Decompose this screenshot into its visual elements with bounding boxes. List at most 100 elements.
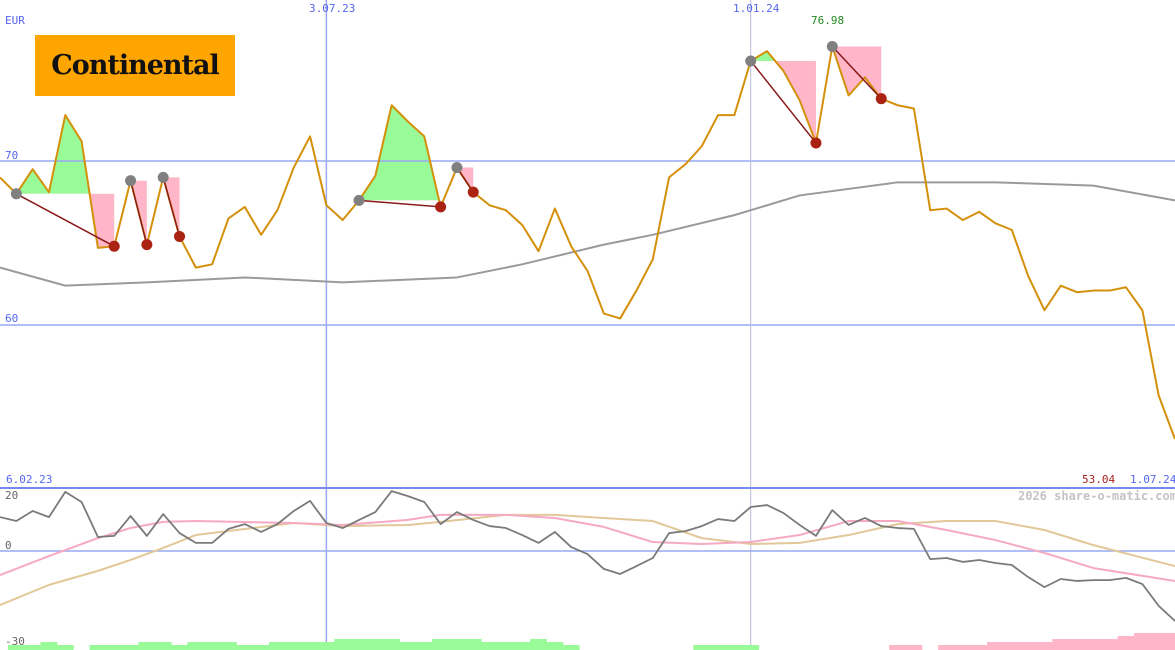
- buy-marker-1: [125, 175, 137, 187]
- moving-average-line: [0, 181, 1175, 287]
- buy-marker-3: [353, 194, 365, 206]
- signal-bar-43: [693, 645, 711, 650]
- logo-text: Continental: [51, 50, 220, 81]
- signal-bar-65: [1052, 639, 1070, 650]
- gain-fill-3: [359, 105, 441, 201]
- trade-line-6: [831, 46, 882, 100]
- signal-bar-61: [987, 642, 1004, 650]
- price-line: [0, 45, 1175, 440]
- buy-marker-2: [157, 171, 169, 183]
- signal-bar-13: [203, 642, 221, 650]
- gain-fill-0: [16, 115, 115, 194]
- sell-marker-5: [810, 137, 822, 149]
- sell-marker-1: [141, 239, 153, 251]
- signal-bar-62: [1003, 642, 1021, 650]
- signal-bar-3: [40, 642, 58, 650]
- signal-bar-17: [269, 642, 286, 650]
- signal-bar-68: [1101, 639, 1119, 650]
- signal-bar-7: [105, 645, 123, 650]
- signal-bar-20: [317, 642, 335, 650]
- signal-bar-58: [938, 645, 955, 650]
- signal-bar-56: [905, 645, 923, 650]
- signal-bar-27: [432, 639, 450, 650]
- trade-line-5: [750, 60, 817, 144]
- sell-marker-6: [875, 93, 887, 105]
- osc-signal-pink-line: [0, 513, 1175, 582]
- signal-bar-35: [562, 645, 580, 650]
- signal-bar-72: [1166, 633, 1175, 650]
- trade-markers: [10, 41, 887, 252]
- signal-bar-33: [530, 639, 547, 650]
- signal-bar-34: [546, 642, 564, 650]
- signal-bar-69: [1117, 636, 1135, 650]
- signal-bar-46: [742, 645, 760, 650]
- signal-bar-4: [56, 645, 74, 650]
- signal-bar-67: [1084, 639, 1102, 650]
- signal-bar-24: [383, 639, 401, 650]
- ytick-70: 70: [5, 149, 19, 162]
- signal-bar-71: [1150, 633, 1168, 650]
- signal-bars: [7, 633, 1175, 650]
- loss-fill-0: [89, 193, 115, 248]
- trade-line-0: [15, 193, 115, 247]
- signal-bar-63: [1019, 642, 1037, 650]
- high-price-label: 76.98: [811, 14, 845, 27]
- osc-ytick-0: 0: [5, 539, 12, 552]
- signal-bar-23: [366, 639, 384, 650]
- signal-bar-64: [1036, 642, 1053, 650]
- signal-bar-66: [1068, 639, 1086, 650]
- ytick-60: 60: [5, 312, 19, 325]
- start-date-label: 6.02.23: [6, 473, 53, 486]
- sell-marker-2: [174, 230, 186, 242]
- signal-bar-44: [709, 645, 727, 650]
- signal-bar-2: [24, 645, 42, 650]
- signal-bar-8: [122, 645, 139, 650]
- trade-line-1: [129, 180, 148, 245]
- end-date-label: 1.07.24: [1130, 473, 1175, 486]
- signal-bar-15: [236, 645, 254, 650]
- signal-bar-59: [954, 645, 972, 650]
- signal-bar-18: [285, 642, 303, 650]
- signal-bar-1: [7, 645, 25, 650]
- sell-marker-4: [467, 186, 479, 198]
- signal-bar-14: [220, 642, 237, 650]
- loss-fill-5: [750, 60, 816, 143]
- sell-marker-3: [435, 201, 447, 213]
- osc-ytick-minus30: -30: [5, 635, 25, 648]
- signal-bar-12: [187, 642, 205, 650]
- continental-logo: Continental: [35, 35, 235, 96]
- sell-marker-0: [108, 240, 120, 252]
- series-lines: [0, 45, 1175, 622]
- signal-bar-70: [1133, 633, 1151, 650]
- signal-bar-10: [154, 642, 172, 650]
- last-price-label: 53.04: [1082, 473, 1116, 486]
- signal-bar-25: [399, 642, 417, 650]
- buy-marker-4: [451, 162, 463, 174]
- buy-marker-6: [826, 41, 838, 53]
- signal-bar-28: [448, 639, 466, 650]
- currency-label: EUR: [5, 14, 25, 27]
- osc-ytick-20: 20: [5, 489, 19, 502]
- trade-line-3: [358, 199, 441, 208]
- signal-bar-60: [970, 645, 988, 650]
- watermark: 2026 share-o-matic.com: [1018, 489, 1175, 503]
- signal-bar-55: [889, 645, 906, 650]
- osc-signal-tan-line: [0, 513, 1175, 606]
- buy-marker-5: [745, 55, 757, 67]
- signal-bar-11: [171, 645, 188, 650]
- signal-bar-32: [513, 642, 531, 650]
- signal-bar-9: [138, 642, 156, 650]
- oscillator-line: [0, 490, 1175, 622]
- signal-bar-22: [350, 639, 368, 650]
- xtick-jan24: 1.01.24: [733, 2, 780, 15]
- signal-bar-19: [301, 642, 319, 650]
- xtick-jul23: 3.07.23: [309, 2, 356, 15]
- signal-bar-45: [725, 645, 743, 650]
- signal-bar-30: [481, 642, 498, 650]
- signal-bar-6: [89, 645, 107, 650]
- signal-bar-26: [415, 642, 433, 650]
- buy-marker-0: [10, 188, 22, 200]
- signal-bar-29: [464, 639, 482, 650]
